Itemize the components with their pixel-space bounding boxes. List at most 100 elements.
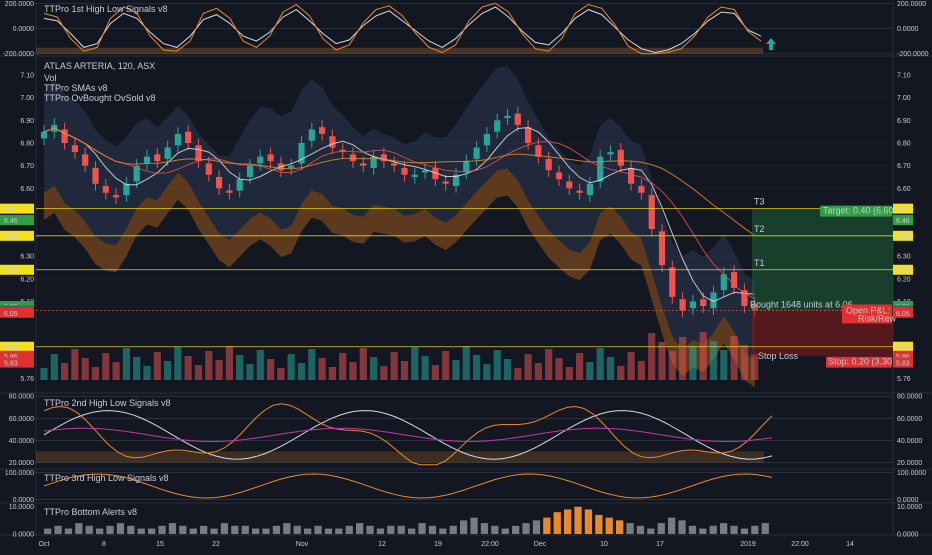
candle-body (731, 272, 738, 288)
y-tick-right: 6.80 (897, 141, 911, 148)
alert-bar (96, 528, 104, 534)
alert-bar (64, 528, 73, 534)
alert-bar (605, 517, 613, 534)
alert-bar (688, 525, 697, 534)
pane-title: TTPro Bottom Alerts v8 (44, 507, 137, 517)
alert-bar (116, 523, 125, 534)
candle-body (535, 145, 542, 157)
price-label-left-bg (0, 230, 34, 241)
volume-bar (709, 341, 718, 380)
candle-body (566, 181, 573, 189)
price-label-bg (893, 230, 913, 241)
alert-bar (241, 525, 249, 534)
price-label-left-bg (0, 350, 34, 361)
volume-bar (174, 347, 182, 380)
alert-bar (324, 528, 333, 534)
y-tick-left: 20.0000 (9, 460, 34, 467)
candle-body (226, 190, 233, 193)
x-tick: 8 (102, 541, 106, 548)
alert-bar (85, 525, 93, 534)
volume-bar (143, 366, 151, 380)
volume-bar (524, 354, 532, 380)
y-tick-right: 0.0000 (897, 26, 919, 33)
x-tick: 22 (212, 541, 220, 548)
x-tick: 19 (434, 541, 442, 548)
candle-body (288, 165, 295, 168)
candle-body (700, 299, 707, 306)
alert-bar (376, 528, 385, 534)
candle-body (113, 195, 120, 198)
profit-zone (752, 208, 893, 311)
candle-body (380, 154, 387, 162)
alert-bar (480, 523, 489, 534)
volume-bar (215, 360, 223, 380)
volume-bar (421, 356, 429, 380)
alert-bar (200, 525, 208, 534)
volume-bar (380, 366, 388, 380)
volume-bar (184, 356, 192, 380)
candle-body (689, 301, 696, 309)
series-line-1 (43, 2, 762, 55)
alert-bar (220, 523, 229, 534)
price-label-left: 5.86 (4, 354, 18, 361)
volume-bar (339, 353, 347, 380)
volume-bar (575, 353, 584, 380)
candle-body (638, 186, 645, 193)
alert-bar (137, 528, 145, 534)
volume-bar (462, 346, 470, 380)
volume-bar (122, 348, 131, 380)
price-label-left-bg (0, 357, 34, 368)
x-tick: 14 (846, 541, 854, 548)
alert-bar (460, 520, 468, 534)
x-tick: 22:00 (791, 541, 809, 548)
volume-bar (627, 352, 635, 380)
oversold-band (36, 47, 763, 54)
volume-bar (163, 361, 172, 380)
candle-body (432, 167, 439, 180)
y-tick-left: 6.60 (20, 186, 34, 193)
y-tick-left: -200.0000 (2, 51, 34, 58)
candle-body (473, 147, 480, 159)
alert-bar (158, 525, 166, 534)
y-tick-right: 100.0000 (897, 470, 926, 477)
target-text: Target: 0.40 (6.60 (823, 206, 894, 216)
y-tick-right: 6.20 (897, 276, 911, 283)
y-tick-left: 6.90 (20, 118, 34, 125)
volume-bar (730, 336, 738, 380)
volume-bar (112, 362, 120, 380)
alert-bar (356, 523, 364, 534)
y-tick-right: 10.0000 (897, 504, 922, 511)
y-tick-right: 6.90 (897, 118, 911, 125)
alert-bar (668, 517, 676, 534)
price-label: 6.39 (896, 234, 910, 241)
alert-bar (189, 528, 197, 534)
risk-rew-text: Risk/Rew (858, 314, 897, 324)
stop-label: Stop Loss (758, 351, 799, 361)
volume-bar (442, 351, 450, 380)
y-tick-left: 6.20 (20, 276, 34, 283)
candle-body (154, 154, 161, 162)
volume-bar (678, 337, 687, 380)
target-box (820, 205, 892, 217)
volume-bar (359, 348, 367, 380)
y-tick-right: 6.70 (897, 163, 911, 170)
alert-bar (470, 517, 478, 534)
price-label-bg (893, 264, 913, 275)
y-tick-left: 0.0000 (13, 532, 35, 539)
y-tick-right: 5.76 (897, 376, 911, 383)
volume-bar (390, 352, 398, 380)
price-label: 6.51 (896, 207, 910, 214)
price-label-left: 5.90 (4, 345, 18, 352)
volume-bar (60, 363, 69, 380)
candle-body (628, 167, 635, 184)
alert-bar (272, 525, 281, 534)
alert-bar (522, 523, 530, 534)
y-tick-left: 0.0000 (13, 26, 35, 33)
price-label-left-bg (0, 341, 34, 352)
candle-body (504, 115, 511, 119)
volume-bar (81, 358, 89, 380)
alert-bar (314, 525, 322, 534)
alert-bar (595, 514, 603, 534)
price-label-left-bg (0, 214, 34, 225)
